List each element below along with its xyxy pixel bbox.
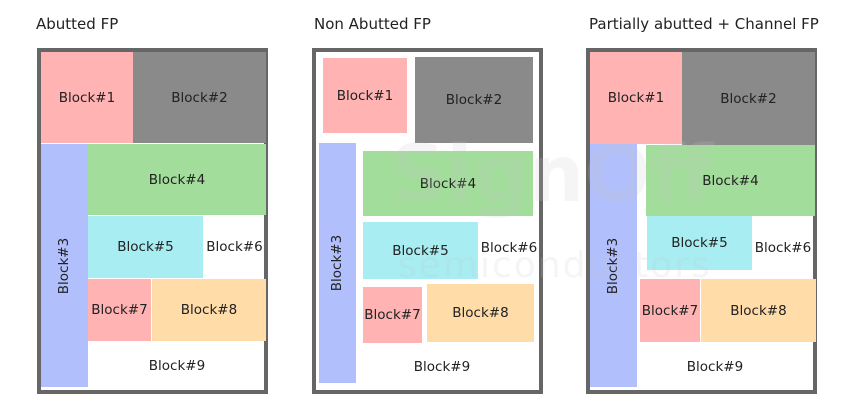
block-7: Block#7 bbox=[88, 279, 151, 341]
block-5: Block#5 bbox=[88, 216, 203, 278]
block-1: Block#1 bbox=[323, 58, 407, 133]
panel-title-non-abutted: Non Abutted FP bbox=[314, 15, 431, 33]
block-8: Block#8 bbox=[427, 284, 534, 342]
block-9: Block#9 bbox=[686, 359, 744, 375]
block-2: Block#2 bbox=[415, 57, 533, 143]
block-2: Block#2 bbox=[133, 52, 266, 143]
block-8: Block#8 bbox=[152, 279, 266, 341]
block-1: Block#1 bbox=[590, 52, 682, 144]
block-4: Block#4 bbox=[363, 151, 533, 216]
panel-title-abutted: Abutted FP bbox=[36, 15, 119, 33]
block-9: Block#9 bbox=[413, 359, 471, 375]
block-8: Block#8 bbox=[701, 279, 816, 342]
block-3-label: Block#3 bbox=[329, 234, 346, 292]
block-3-label: Block#3 bbox=[56, 237, 73, 294]
block-7: Block#7 bbox=[640, 279, 700, 342]
block-4: Block#4 bbox=[88, 144, 266, 215]
block-7: Block#7 bbox=[363, 287, 422, 343]
block-3: Block#3 bbox=[590, 144, 637, 387]
block-4: Block#4 bbox=[646, 145, 815, 216]
panel-title-partially-abutted: Partially abutted + Channel FP bbox=[589, 15, 819, 33]
block-6: Block#6 bbox=[206, 239, 263, 255]
block-6: Block#6 bbox=[754, 240, 812, 256]
block-5: Block#5 bbox=[363, 222, 478, 279]
block-1: Block#1 bbox=[41, 52, 133, 143]
block-9: Block#9 bbox=[148, 358, 206, 374]
block-3: Block#3 bbox=[41, 144, 88, 387]
block-6: Block#6 bbox=[480, 240, 538, 256]
block-2: Block#2 bbox=[682, 52, 815, 145]
block-3-label: Block#3 bbox=[605, 237, 622, 294]
block-5: Block#5 bbox=[647, 216, 752, 270]
block-3: Block#3 bbox=[319, 143, 356, 383]
